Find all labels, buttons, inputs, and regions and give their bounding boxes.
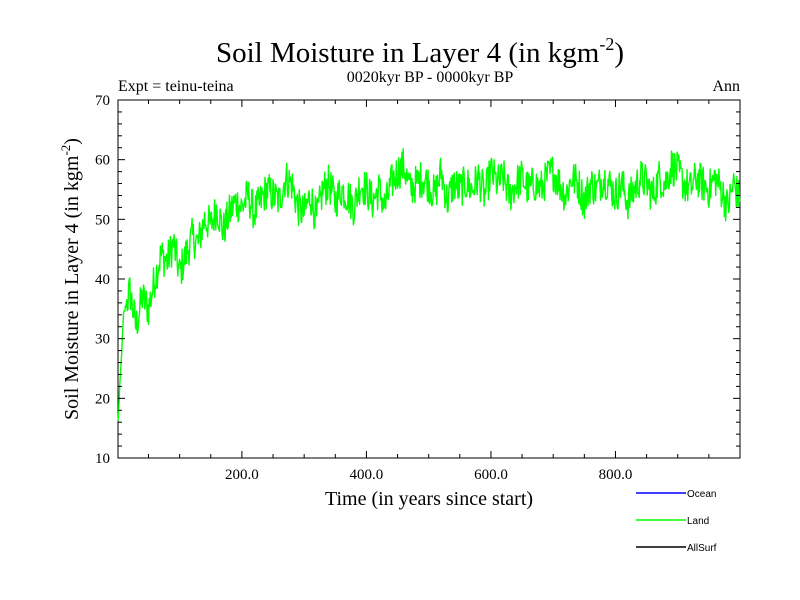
x-tick-label: 800.0 (599, 467, 633, 483)
expt-label: Expt = teinu-teina (118, 78, 234, 95)
y-tick-label: 10 (95, 451, 110, 467)
ticks-layer: 10 20 30 40 50 60 70 200.0 400.0 600.0 800.0 (95, 93, 740, 483)
x-tick-label: 400.0 (350, 467, 384, 483)
x-axis-label: Time (in years since start) (325, 488, 533, 510)
chart-title-close: ) (614, 37, 624, 69)
y-tick-label: 70 (95, 93, 110, 109)
chart-title-sup: -2 (599, 34, 614, 54)
season-label: Ann (712, 78, 740, 95)
y-axis-label: Soil Moisture in Layer 4 (in kgm-2) (58, 138, 83, 420)
chart-title: Soil Moisture in Layer 4 (in kgm-2) (216, 34, 624, 69)
period-label: 0020kyr BP - 0000kyr BP (347, 69, 514, 86)
y-tick-label: 20 (95, 391, 110, 407)
chart-title-main: Soil Moisture in Layer 4 (in kgm (216, 37, 600, 69)
legend-label-ocean: Ocean (687, 489, 716, 500)
series-line-land (117, 147, 741, 422)
plot-frame (117, 99, 741, 459)
y-axis-label-sup: -2 (58, 145, 73, 156)
x-tick-label: 200.0 (225, 467, 259, 483)
series-layer (117, 147, 741, 422)
y-tick-label: 50 (95, 212, 110, 228)
y-tick-label: 40 (95, 272, 110, 288)
x-tick-label: 600.0 (474, 467, 508, 483)
legend: Ocean Land AllSurf (636, 489, 717, 554)
y-tick-label: 30 (95, 332, 110, 348)
y-tick-label: 60 (95, 153, 110, 169)
legend-label-allsurf: AllSurf (687, 543, 717, 554)
y-axis-label-main: Soil Moisture in Layer 4 (in kgm (61, 155, 83, 420)
legend-label-land: Land (687, 516, 709, 527)
y-axis-label-close: ) (61, 138, 83, 145)
